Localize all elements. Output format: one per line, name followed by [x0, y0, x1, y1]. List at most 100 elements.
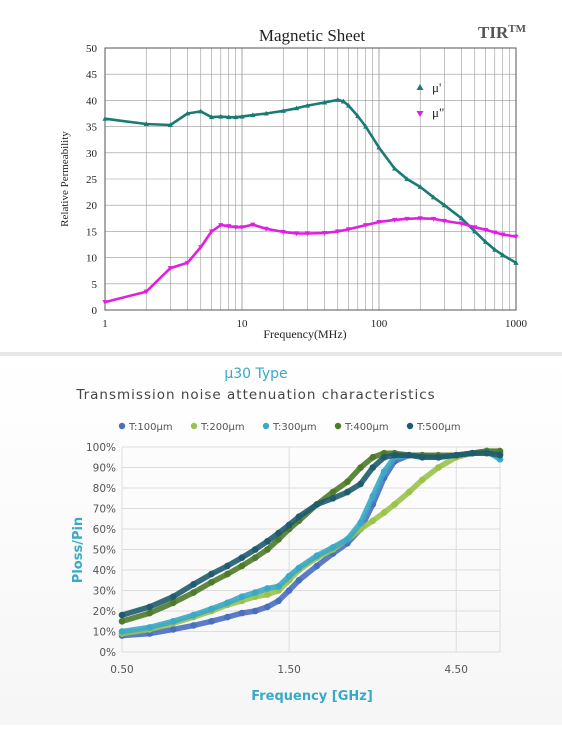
data-point: [238, 593, 246, 600]
y-axis-label: Relative Permeability: [59, 131, 71, 227]
data-point: [208, 618, 215, 625]
data-point: [430, 216, 437, 222]
brand-logo: TIRTM: [478, 23, 527, 42]
y-tick-label: 20: [86, 200, 98, 212]
data-point: [285, 521, 293, 529]
y-tick-label: 70%: [93, 504, 116, 516]
chart-grid: [105, 48, 516, 310]
data-point: [224, 570, 231, 578]
data-point: [452, 451, 460, 459]
data-point: [190, 622, 197, 629]
data-point: [392, 217, 398, 223]
data-point: [208, 579, 215, 586]
legend-label: T:100μm: [128, 422, 173, 433]
data-point: [313, 552, 321, 559]
data-point: [146, 624, 153, 631]
tick-labels: 0 5 10 15 20 25 30 35 40 45 50 1 10 100 1000: [86, 43, 528, 330]
y-axis-label: Ploss/Pin: [71, 517, 86, 583]
data-point: [329, 488, 337, 496]
data-point: [167, 266, 173, 271]
x-tick-label: 1000: [505, 318, 528, 330]
chart-title: Magnetic Sheet: [259, 26, 365, 45]
data-point: [233, 225, 239, 231]
y-tick-label: 30%: [93, 586, 116, 598]
plot-frame: [104, 47, 517, 311]
chart-title: μ30 Type: [224, 366, 287, 382]
data-point: [304, 102, 310, 108]
data-point: [369, 464, 377, 471]
data-point: [417, 184, 423, 189]
data-point: [198, 108, 204, 114]
data-point: [263, 110, 269, 116]
x-tick-label: 10: [237, 318, 249, 330]
data-point: [118, 618, 126, 625]
data-point: [102, 300, 108, 305]
data-point: [209, 114, 215, 120]
data-point: [369, 454, 377, 461]
data-point: [458, 221, 465, 227]
data-point: [500, 252, 506, 257]
data-point: [469, 449, 476, 457]
data-point: [218, 113, 224, 119]
data-point: [344, 536, 351, 543]
data-point: [404, 216, 410, 222]
legend-marker: [406, 422, 414, 430]
data-point: [275, 583, 282, 590]
data-point: [357, 464, 364, 471]
y-tick-label: 90%: [93, 463, 116, 475]
data-point: [391, 501, 398, 508]
data-point: [380, 468, 388, 475]
data-point: [335, 229, 341, 235]
data-point: [169, 599, 177, 607]
series-line: [104, 98, 517, 264]
data-point: [363, 223, 369, 228]
attenuation-chart: μ30 Type Transmission noise attenuation …: [71, 366, 504, 704]
data-point: [239, 225, 245, 231]
data-point: [250, 222, 256, 228]
legend-marker: [190, 422, 198, 430]
data-point: [392, 165, 398, 171]
series-marks: [102, 97, 519, 305]
x-tick-label: 4.50: [445, 664, 468, 676]
data-point: [250, 112, 256, 118]
data-point: [419, 454, 426, 461]
data-point: [143, 289, 149, 295]
data-point: [264, 546, 271, 553]
data-point: [184, 110, 191, 116]
attenuation-panel: μ30 Type Transmission noise attenuation …: [0, 356, 562, 725]
series-4: [118, 447, 504, 625]
x-axis-label: Frequency(MHz): [263, 327, 346, 341]
chart-grid: [121, 446, 501, 653]
series-line: [119, 448, 503, 637]
legend-label: μ": [432, 105, 444, 120]
data-point: [483, 227, 489, 233]
data-point: [264, 591, 271, 598]
data-point: [329, 544, 337, 551]
y-tick-label: 40: [86, 95, 98, 107]
data-point: [169, 626, 177, 633]
data-point: [118, 628, 126, 635]
data-point: [233, 114, 239, 120]
data-point: [224, 599, 231, 607]
data-point: [295, 564, 303, 572]
data-point: [417, 216, 423, 222]
magnetic-sheet-panel: TIRTM Magnetic Sheet 0 5 10 15 20 25 30 35 40 45 5…: [0, 0, 562, 352]
data-point: [218, 223, 224, 228]
y-tick-label: 5: [92, 279, 98, 291]
y-tick-label: 0: [92, 305, 98, 317]
y-tick-label: 35: [86, 122, 98, 134]
series-marks: [118, 447, 504, 639]
data-point: [376, 144, 382, 150]
data-point: [380, 509, 388, 516]
data-point: [492, 230, 498, 236]
y-tick-label: 15: [86, 226, 98, 238]
y-tick-label: 10%: [93, 627, 116, 639]
data-point: [357, 519, 364, 527]
data-point: [224, 562, 231, 570]
y-tick-label: 10: [86, 253, 98, 265]
data-point: [472, 228, 478, 234]
data-point: [208, 605, 215, 613]
data-point: [313, 501, 321, 508]
data-point: [293, 105, 300, 111]
y-tick-label: 25: [86, 174, 98, 186]
